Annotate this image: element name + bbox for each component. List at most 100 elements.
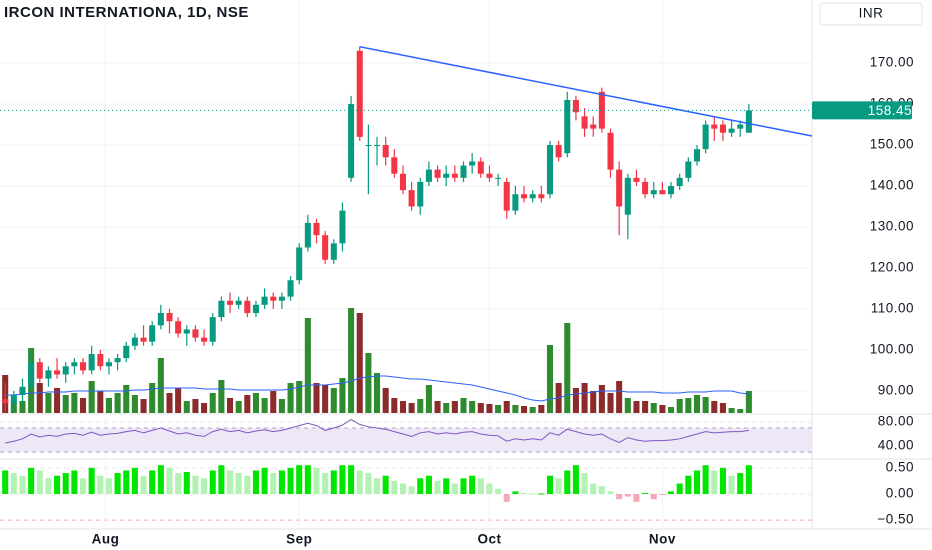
candle-body <box>166 313 173 322</box>
histogram-bar <box>270 473 277 494</box>
volume-bar <box>572 388 579 413</box>
candle-body <box>131 337 138 346</box>
histogram-bar <box>668 491 675 494</box>
volume-bar <box>581 383 588 413</box>
histogram-bar <box>62 473 69 494</box>
volume-bar <box>278 399 285 413</box>
candle-body <box>79 362 87 371</box>
histogram-bar <box>728 475 735 494</box>
volume-bar <box>737 409 744 413</box>
histogram-bar <box>659 494 666 496</box>
candle-body <box>356 50 363 137</box>
volume-bar <box>356 313 363 413</box>
y-tick-label: 170.00 <box>870 55 914 70</box>
histogram-bar <box>417 478 424 494</box>
y-tick-label: 130.00 <box>870 219 914 234</box>
histogram-bar <box>54 475 61 494</box>
histogram-bar <box>218 465 225 494</box>
volume-bar <box>546 345 554 413</box>
volume-bar <box>745 391 752 413</box>
y-tick-label: −0.50 <box>877 512 914 527</box>
histogram-bar <box>10 473 17 494</box>
histogram-bar <box>745 465 752 494</box>
candle-body <box>374 145 381 147</box>
currency-box[interactable] <box>819 2 923 26</box>
candle-body <box>252 304 259 314</box>
candle-body <box>728 128 735 133</box>
candle-body <box>676 177 683 187</box>
histogram-bar <box>114 473 121 494</box>
currency[interactable]: INR <box>859 6 884 21</box>
candle-body <box>157 313 164 326</box>
candle-body <box>391 157 398 174</box>
volume-bar <box>650 403 657 413</box>
candle-body <box>521 194 528 199</box>
volume-bar <box>434 401 441 413</box>
histogram-bar <box>607 491 614 494</box>
candle-body <box>434 169 441 178</box>
candle-body <box>685 161 692 178</box>
histogram-bar <box>642 492 649 494</box>
histogram-bar <box>304 465 311 494</box>
histogram-bar <box>339 465 346 494</box>
last-price-label: 158.45 <box>868 103 912 118</box>
candle-body <box>425 169 432 182</box>
volume-bar <box>252 393 259 413</box>
volume-bar <box>382 388 389 413</box>
histogram-bar <box>382 475 389 494</box>
histogram-bar <box>79 478 87 494</box>
histogram-bar <box>546 475 554 494</box>
candle-body <box>296 247 303 281</box>
volume-bar <box>105 398 112 413</box>
candle-body <box>226 300 234 305</box>
y-tick-label: 150.00 <box>870 137 914 152</box>
histogram-bar <box>598 486 605 494</box>
histogram-bar <box>477 478 484 494</box>
candle-body <box>218 300 225 318</box>
candle-body <box>624 177 631 215</box>
candle-body <box>408 190 415 207</box>
candle-body <box>512 194 519 211</box>
histogram-bar <box>226 470 234 494</box>
candle-body <box>745 110 752 133</box>
candle-body <box>192 329 199 338</box>
histogram-bar <box>572 465 579 494</box>
volume-bar <box>209 393 216 413</box>
candle-body <box>209 317 216 342</box>
volume-bar <box>486 404 493 413</box>
candle-body <box>304 222 311 248</box>
histogram-bar <box>88 467 95 494</box>
histogram-bar <box>374 478 381 494</box>
histogram-bar <box>503 494 510 502</box>
histogram-bar <box>348 465 355 494</box>
y-tick-label: 80.00 <box>878 414 914 429</box>
candle-body <box>183 329 190 334</box>
volume-bar <box>54 388 61 413</box>
candle-body <box>564 99 571 154</box>
candle-body <box>28 362 35 387</box>
volume-bar <box>287 383 294 413</box>
volume-bar <box>477 403 484 413</box>
candle-body <box>278 296 285 301</box>
x-tick-label: Oct <box>477 532 501 547</box>
candle-body <box>668 186 675 195</box>
volume-bar <box>166 393 173 413</box>
volume-bar <box>261 398 268 413</box>
y-tick-label: 40.00 <box>878 438 914 453</box>
candle-body <box>598 91 605 129</box>
histogram-bar <box>183 472 190 494</box>
volume-bar <box>702 397 709 413</box>
candle-body <box>2 399 9 404</box>
volume-bar <box>624 398 631 413</box>
volume-bar <box>157 358 164 413</box>
volume-bar <box>71 393 78 413</box>
volume-bar <box>408 403 415 413</box>
histogram-bar <box>581 473 588 494</box>
candle-body <box>719 124 726 133</box>
histogram-bar <box>313 467 320 494</box>
candle-body <box>62 366 69 375</box>
volume-bar <box>201 403 208 413</box>
